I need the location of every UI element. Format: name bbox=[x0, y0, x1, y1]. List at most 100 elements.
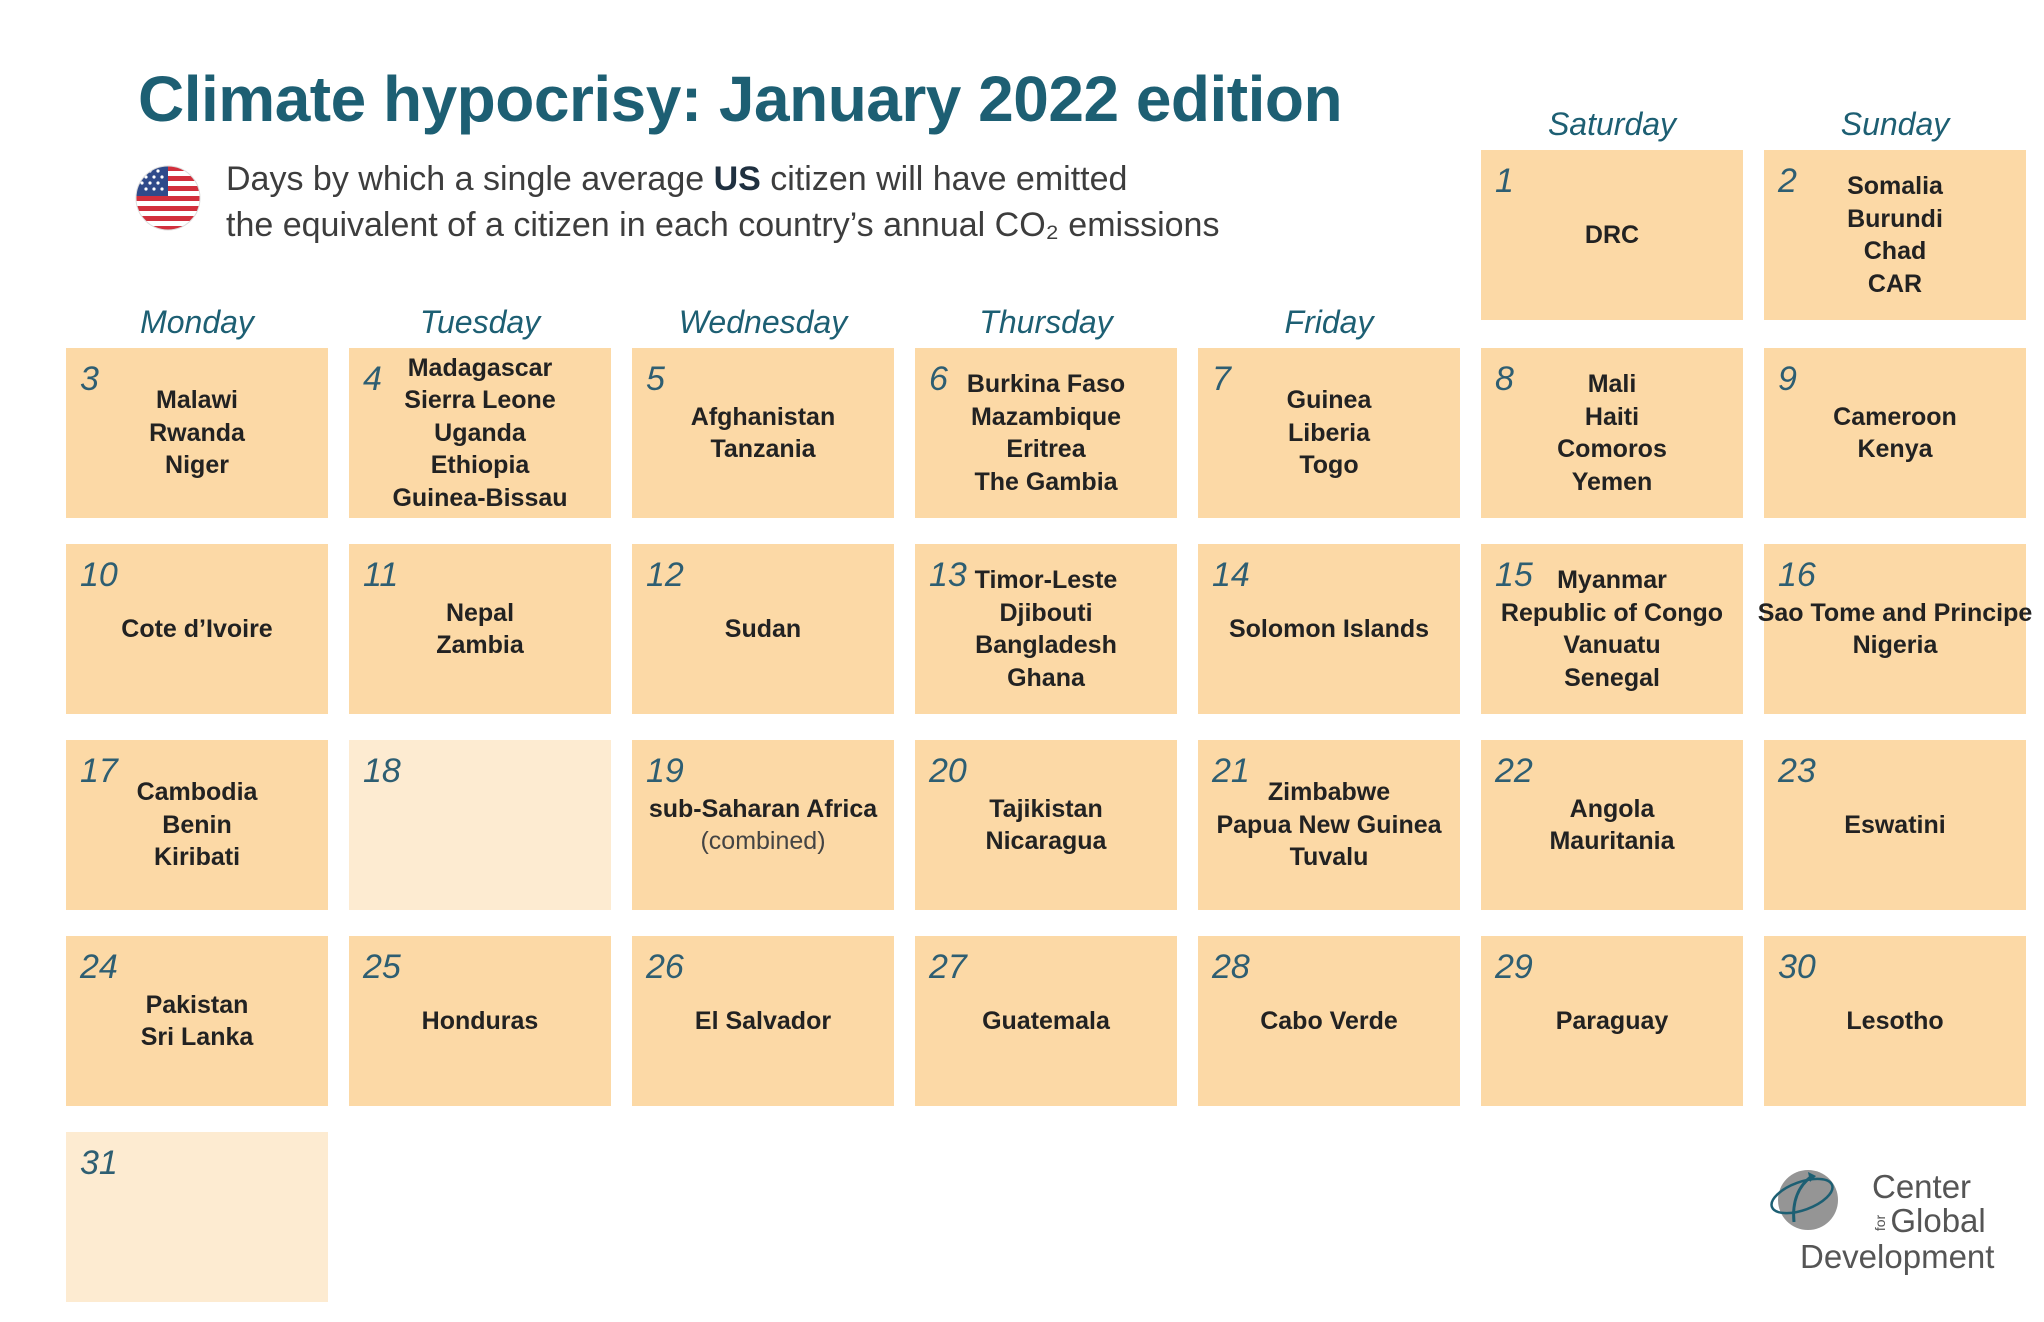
country-name: Pakistan bbox=[145, 990, 249, 1019]
subtitle-line-2: the equivalent of a citizen in each coun… bbox=[226, 206, 1220, 244]
calendar-day-3: 3 Malawi Rwanda Niger bbox=[66, 348, 328, 518]
country-name: Benin bbox=[162, 810, 232, 839]
calendar-day-11: 11 Nepal Zambia bbox=[349, 544, 611, 714]
country-name: Mazambique bbox=[970, 402, 1122, 431]
country-list: Afghanistan Tanzania bbox=[632, 348, 894, 518]
calendar-day-16: 16 Sao Tome and Principe Nigeria bbox=[1758, 544, 2033, 714]
cgd-logo-text: Center forGlobal Development bbox=[1800, 1170, 2014, 1274]
day-number: 12 bbox=[646, 556, 684, 594]
calendar-day-6: 6 Burkina Faso Mazambique Eritrea The Gambia bbox=[915, 348, 1177, 518]
country-list bbox=[349, 740, 611, 910]
country-name: Bangladesh bbox=[975, 631, 1117, 659]
calendar-day-29: 29 Paraguay bbox=[1481, 936, 1743, 1106]
day-number: 2 bbox=[1778, 162, 1797, 200]
day-number: 23 bbox=[1778, 752, 1816, 790]
day-number: 26 bbox=[646, 948, 684, 986]
country-name: DRC bbox=[1584, 220, 1640, 249]
country-name: Zimbabwe bbox=[1267, 778, 1391, 807]
country-name: Lesotho bbox=[1846, 1006, 1944, 1035]
day-number: 28 bbox=[1212, 948, 1250, 986]
country-name: Angola bbox=[1569, 794, 1655, 823]
country-name: Somalia bbox=[1847, 172, 1943, 200]
day-number: 16 bbox=[1778, 556, 1816, 594]
country-list: El Salvador bbox=[632, 936, 894, 1106]
day-number: 17 bbox=[80, 752, 118, 790]
day-number: 1 bbox=[1495, 162, 1514, 200]
day-number: 22 bbox=[1495, 752, 1533, 790]
country-note: (combined) bbox=[700, 827, 826, 855]
day-number: 18 bbox=[363, 752, 401, 790]
calendar-day-26: 26 El Salvador bbox=[632, 936, 894, 1106]
country-name: Guatemala bbox=[982, 1006, 1110, 1035]
country-name: Niger bbox=[165, 451, 229, 480]
country-list: Cameroon Kenya bbox=[1764, 348, 2026, 518]
day-number: 13 bbox=[929, 556, 967, 594]
day-number: 20 bbox=[929, 752, 967, 790]
calendar-day-31: 31 bbox=[66, 1132, 328, 1302]
country-name: Eritrea bbox=[1006, 435, 1086, 463]
country-name: Cote d’Ivoire bbox=[121, 614, 273, 643]
country-list: Sao Tome and Principe Nigeria bbox=[1758, 544, 2033, 714]
country-list: Timor-Leste Djibouti Bangladesh Ghana bbox=[915, 544, 1177, 714]
calendar-day-28: 28 Cabo Verde bbox=[1198, 936, 1460, 1106]
country-name: Togo bbox=[1299, 451, 1359, 480]
country-name: Nicaragua bbox=[985, 827, 1107, 855]
country-name: Solomon Islands bbox=[1228, 614, 1430, 643]
country-list: Honduras bbox=[349, 936, 611, 1106]
country-name: Malawi bbox=[156, 386, 238, 415]
country-list: Mali Haiti Comoros Yemen bbox=[1481, 348, 1743, 518]
country-list: Pakistan Sri Lanka bbox=[66, 936, 328, 1106]
country-list: Tajikistan Nicaragua bbox=[915, 740, 1177, 910]
day-number: 9 bbox=[1778, 360, 1797, 398]
calendar-day-1: 1 DRC bbox=[1481, 150, 1743, 320]
country-list bbox=[66, 1132, 328, 1302]
country-name: Burundi bbox=[1847, 204, 1943, 233]
country-name: Papua New Guinea bbox=[1216, 810, 1442, 839]
day-number: 29 bbox=[1495, 948, 1533, 986]
country-name: Mali bbox=[1587, 370, 1637, 398]
country-name: Cabo Verde bbox=[1260, 1006, 1398, 1035]
calendar-day-5: 5 Afghanistan Tanzania bbox=[632, 348, 894, 518]
subtitle-line-1: Days by which a single average US citize… bbox=[226, 160, 1128, 198]
calendar-day-25: 25 Honduras bbox=[349, 936, 611, 1106]
calendar-day-24: 24 Pakistan Sri Lanka bbox=[66, 936, 328, 1106]
country-name: Djibouti bbox=[999, 598, 1093, 627]
country-name: Cameroon bbox=[1833, 402, 1957, 431]
day-number: 7 bbox=[1212, 360, 1231, 398]
day-number: 4 bbox=[363, 360, 382, 398]
country-name: Tajikistan bbox=[989, 794, 1103, 823]
country-name: Kenya bbox=[1857, 435, 1933, 463]
country-list: Sudan bbox=[632, 544, 894, 714]
weekday-header-saturday: Saturday bbox=[1547, 106, 1677, 142]
country-name: Myanmar bbox=[1557, 566, 1667, 594]
weekday-header-friday: Friday bbox=[1284, 304, 1374, 340]
country-list: Madagascar Sierra Leone Uganda Ethiopia Guin… bbox=[349, 348, 611, 518]
day-number: 25 bbox=[363, 948, 401, 986]
country-name: Tuvalu bbox=[1289, 843, 1369, 872]
day-number: 8 bbox=[1495, 360, 1514, 398]
day-number: 11 bbox=[363, 556, 399, 594]
country-list: Burkina Faso Mazambique Eritrea The Gambia bbox=[915, 348, 1177, 518]
weekday-header-sunday: Sunday bbox=[1840, 106, 1950, 142]
country-list: Guatemala bbox=[915, 936, 1177, 1106]
day-number: 3 bbox=[80, 360, 99, 398]
country-list: Malawi Rwanda Niger bbox=[66, 348, 328, 518]
country-name: Paraguay bbox=[1555, 1006, 1669, 1035]
weekday-header-monday: Monday bbox=[140, 304, 254, 340]
calendar-day-10: 10 Cote d’Ivoire bbox=[66, 544, 328, 714]
country-list: Nepal Zambia bbox=[349, 544, 611, 714]
country-name: Ethiopia bbox=[430, 451, 530, 480]
calendar-day-4: 4 Madagascar Sierra Leone Uganda Ethiopia Gui… bbox=[349, 348, 611, 518]
country-name: Guinea-Bissau bbox=[392, 483, 568, 512]
country-name: Comoros bbox=[1557, 435, 1667, 463]
subtitle: Days by which a single average US citize… bbox=[226, 156, 1219, 248]
calendar-day-21: 21 Zimbabwe Papua New Guinea Tuvalu bbox=[1198, 740, 1460, 910]
logo-line-development: Development bbox=[1800, 1238, 1995, 1276]
country-name: Sao Tome and Principe bbox=[1757, 598, 2033, 627]
country-name: Burkina Faso bbox=[966, 370, 1126, 398]
logo-line-center: Center bbox=[1872, 1168, 1972, 1205]
country-list: Lesotho bbox=[1764, 936, 2026, 1106]
country-name: Kiribati bbox=[153, 843, 241, 872]
country-list: Somalia Burundi Chad CAR bbox=[1764, 150, 2026, 320]
country-list: Zimbabwe Papua New Guinea Tuvalu bbox=[1198, 740, 1460, 910]
